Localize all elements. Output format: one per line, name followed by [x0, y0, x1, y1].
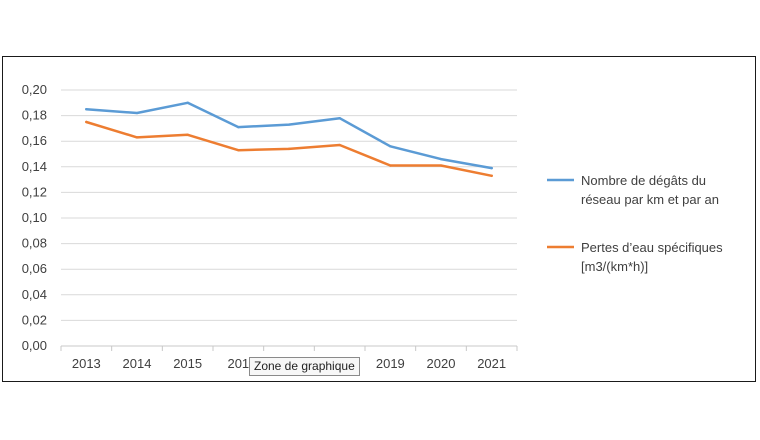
- chart-area-tooltip: Zone de graphique: [249, 357, 360, 376]
- chart-area[interactable]: 0,00 0,02 0,04 0,06 0,08 0,10 0,12 0,14 0,16 0,18…: [2, 56, 756, 382]
- y-tick-label: 0,10: [22, 210, 47, 225]
- data-point: [237, 148, 240, 152]
- data-point: [135, 136, 139, 139]
- x-tick-label: 2013: [72, 356, 101, 371]
- data-point: [389, 145, 392, 148]
- y-tick-label: 0,06: [22, 261, 47, 276]
- y-tick-label: 0,20: [22, 82, 47, 97]
- data-point: [85, 108, 88, 111]
- x-tick-label: 2021: [477, 356, 506, 371]
- data-point: [338, 116, 341, 120]
- x-tick-label: 2014: [123, 356, 152, 371]
- legend-entry-1: Nombre de dégâts du: [581, 173, 706, 188]
- data-point: [237, 125, 240, 129]
- y-tick-label: 0,08: [22, 236, 47, 251]
- data-point: [338, 143, 341, 147]
- y-tick-label: 0,04: [22, 287, 47, 302]
- line-chart: 0,00 0,02 0,04 0,06 0,08 0,10 0,12 0,14 0,16 0,18…: [22, 82, 723, 371]
- data-point: [186, 133, 189, 136]
- y-tick-label: 0,16: [22, 133, 47, 148]
- data-point: [186, 101, 189, 104]
- data-point: [135, 111, 139, 115]
- data-point: [490, 174, 493, 177]
- series-line-1: [85, 101, 493, 170]
- legend-entry-1: réseau par km et par an: [581, 192, 719, 207]
- y-tick-label: 0,00: [22, 338, 47, 353]
- data-point: [287, 123, 291, 126]
- y-tick-label: 0,14: [22, 159, 47, 174]
- legend-entry-2: Pertes d’eau spécifiques: [581, 240, 723, 255]
- x-tick-label: 2019: [376, 356, 405, 371]
- y-tick-label: 0,02: [22, 312, 47, 327]
- data-point: [439, 157, 443, 161]
- y-tick-label: 0,12: [22, 184, 47, 199]
- data-point: [85, 120, 88, 124]
- x-tick-label: 2015: [173, 356, 202, 371]
- data-point: [439, 164, 443, 167]
- x-tick-label: 2020: [427, 356, 456, 371]
- data-point: [389, 164, 392, 167]
- x-tick-label: 201: [227, 356, 249, 371]
- data-point: [490, 166, 493, 170]
- data-point: [287, 147, 291, 151]
- y-tick-label: 0,18: [22, 108, 47, 123]
- legend-entry-2: [m3/(km*h)]: [581, 259, 648, 274]
